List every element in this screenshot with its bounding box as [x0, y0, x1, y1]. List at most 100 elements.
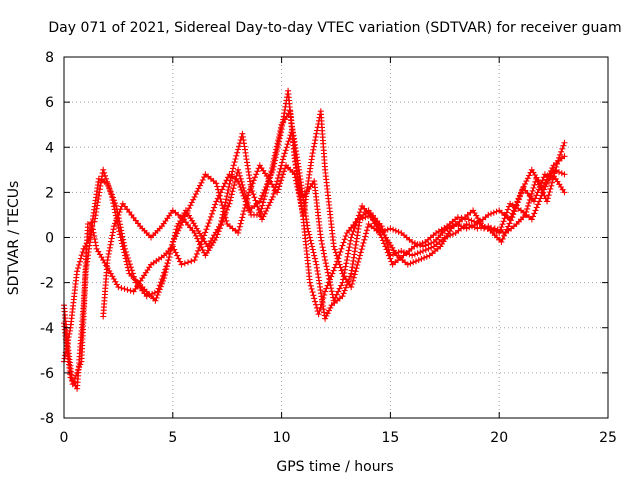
data-point	[488, 210, 494, 217]
data-point	[350, 274, 357, 281]
data-point	[112, 220, 119, 227]
data-point	[279, 174, 286, 181]
data-point	[116, 218, 123, 225]
data-point	[310, 146, 317, 153]
data-point	[379, 228, 386, 235]
data-point	[232, 156, 239, 162]
data-point	[115, 211, 122, 218]
data-point	[413, 258, 419, 265]
data-point	[407, 260, 414, 267]
data-point	[191, 257, 198, 264]
data-point	[533, 204, 540, 211]
x-tick-label: 15	[381, 430, 399, 446]
data-point	[356, 252, 363, 259]
data-point	[330, 243, 337, 250]
data-point	[503, 226, 510, 233]
series-trace-4	[100, 108, 568, 320]
data-point	[282, 147, 289, 154]
data-point	[113, 217, 120, 224]
data-point	[256, 210, 263, 217]
data-point	[359, 243, 366, 250]
data-point	[271, 152, 278, 159]
data-point	[410, 259, 417, 266]
data-point	[497, 227, 504, 234]
data-point	[213, 180, 220, 187]
data-point	[236, 143, 242, 150]
data-point	[226, 200, 233, 207]
data-point	[522, 180, 528, 187]
data-point	[229, 168, 236, 175]
data-point	[530, 184, 537, 191]
data-point	[561, 171, 568, 178]
data-point	[556, 169, 562, 176]
data-point	[526, 172, 533, 179]
data-point	[314, 127, 320, 134]
data-point	[91, 232, 98, 239]
x-tick-label: 20	[490, 430, 508, 446]
data-point	[76, 258, 83, 265]
data-point	[349, 231, 356, 238]
data-point	[172, 249, 179, 256]
data-point	[347, 273, 354, 280]
data-point	[160, 272, 166, 279]
data-point	[466, 224, 473, 231]
data-point	[181, 260, 188, 267]
data-point	[327, 304, 334, 311]
data-point	[240, 211, 247, 218]
series-trace-3	[61, 126, 568, 365]
data-point	[519, 186, 526, 193]
data-point	[281, 110, 288, 117]
data-point	[118, 285, 125, 291]
data-point	[339, 279, 346, 286]
data-point	[122, 248, 129, 255]
data-point	[541, 182, 548, 188]
data-point	[235, 230, 242, 236]
data-point	[382, 243, 389, 250]
data-point	[425, 241, 432, 248]
data-point	[409, 252, 416, 259]
data-point	[351, 271, 358, 278]
data-point	[307, 282, 314, 289]
data-point	[177, 258, 184, 265]
data-point	[338, 267, 345, 274]
data-point	[105, 254, 112, 260]
data-point	[351, 225, 358, 231]
data-point	[548, 182, 555, 189]
data-point	[121, 285, 128, 292]
data-point	[212, 201, 219, 208]
data-point	[224, 206, 230, 213]
axes: 0 5 10 15 20 25 -8 -6 -4 -2 0 2 4 6 8	[40, 50, 617, 446]
data-point	[146, 292, 153, 298]
data-point	[491, 225, 498, 232]
data-point	[244, 159, 250, 166]
data-point	[415, 257, 422, 264]
data-point	[230, 162, 237, 169]
data-point	[340, 239, 347, 246]
data-point	[307, 237, 314, 244]
data-point	[462, 215, 469, 222]
data-point	[539, 184, 546, 191]
x-tick-label: 10	[273, 430, 291, 446]
data-point	[365, 213, 372, 220]
data-point	[359, 215, 366, 222]
data-point	[542, 179, 549, 186]
data-point	[253, 171, 260, 178]
data-point	[107, 241, 114, 248]
data-point	[509, 210, 516, 217]
data-point	[115, 284, 122, 291]
data-point	[186, 205, 193, 212]
data-point	[358, 246, 365, 253]
data-point	[332, 249, 339, 256]
data-point	[75, 261, 82, 268]
data-point	[522, 211, 529, 218]
data-point	[293, 180, 300, 187]
data-point	[270, 190, 277, 197]
data-point	[174, 223, 181, 230]
data-point	[513, 201, 520, 208]
data-point	[153, 294, 160, 301]
data-point	[388, 258, 395, 265]
data-point	[520, 183, 527, 190]
data-point	[409, 239, 416, 245]
data-point	[534, 201, 541, 208]
data-point	[184, 208, 191, 214]
